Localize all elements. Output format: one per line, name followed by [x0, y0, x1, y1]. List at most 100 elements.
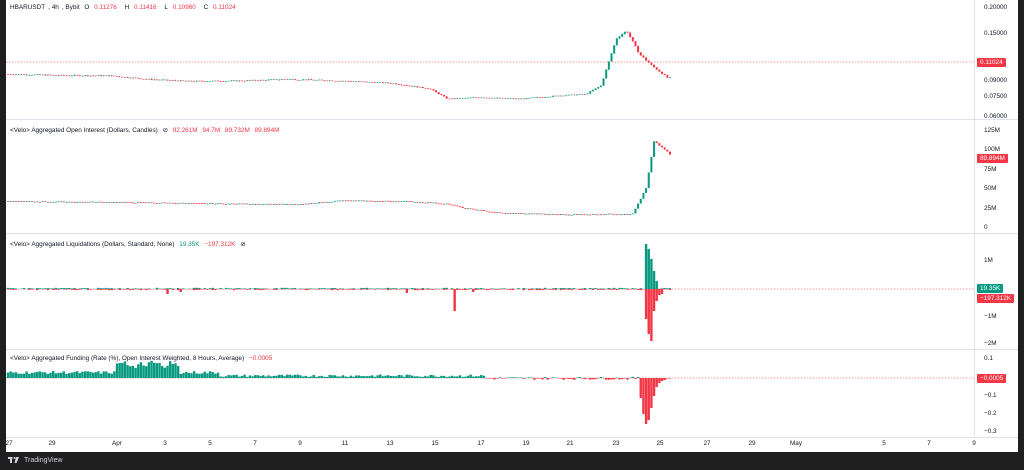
price-candle	[552, 95, 555, 97]
price-candle	[368, 81, 371, 83]
price-candle	[38, 74, 41, 75]
oi-candle	[506, 212, 509, 214]
price-candle	[501, 97, 504, 99]
price-candle	[20, 74, 23, 75]
liq-long-bar	[107, 288, 111, 289]
oi-candle	[331, 201, 334, 203]
oi-candle	[153, 202, 156, 204]
pane-separator[interactable]	[6, 233, 1018, 234]
oi-candle	[498, 212, 501, 214]
liq-long-bar	[474, 288, 478, 289]
funding-bar	[562, 378, 565, 380]
liq-long-bar	[477, 288, 480, 289]
liq-long-bar	[464, 288, 467, 289]
oi-candle	[653, 141, 656, 157]
funding-bar	[9, 371, 12, 378]
oi-candle	[363, 200, 366, 202]
funding-bar	[262, 375, 265, 378]
liq-short-bar	[464, 289, 467, 291]
funding-bar	[626, 378, 629, 380]
liq-short-bar	[12, 289, 15, 290]
oi-candle	[230, 203, 233, 205]
funding-bar	[573, 378, 576, 380]
chart-frame[interactable]: HBARUSDT, 4h, Bybit O 0.11276 H 0.11416 …	[5, 0, 1018, 452]
funding-bar	[501, 378, 504, 379]
funding-bar	[509, 377, 512, 378]
oi-candle	[408, 201, 411, 202]
liq-short-bar	[14, 289, 18, 290]
liq-short-bar	[562, 289, 565, 290]
funding-bar	[195, 373, 198, 378]
liq-short-bar	[73, 289, 76, 291]
price-pane[interactable]	[6, 0, 974, 119]
price-candle	[256, 80, 259, 82]
funding-bar	[581, 378, 584, 379]
liq-short-bar	[315, 289, 318, 290]
liq-short-bar	[612, 289, 616, 290]
liq-short-bar	[591, 289, 595, 290]
oi-candle	[373, 201, 376, 203]
oi-candle	[591, 213, 594, 215]
price-candle	[304, 79, 307, 81]
liq-long-bar	[323, 288, 326, 289]
liq-short-bar	[357, 289, 361, 290]
price-candle	[578, 94, 581, 95]
price-candle	[302, 79, 305, 81]
oi-candle	[528, 213, 531, 215]
liq-short-bar	[652, 289, 656, 311]
time-tick: 9	[972, 440, 976, 447]
oi-candle	[147, 202, 150, 204]
liq-short-bar	[246, 289, 249, 290]
liq-short-bar	[599, 289, 603, 290]
funding-bar	[280, 374, 284, 378]
price-candle	[453, 98, 456, 99]
liq-long-bar	[208, 288, 212, 289]
liq-long-bar	[567, 288, 571, 289]
liquidations-pane[interactable]	[6, 233, 974, 349]
liq-short-bar	[647, 289, 650, 334]
liq-long-bar	[405, 288, 408, 289]
liq-short-bar	[214, 289, 217, 291]
funding-bar	[46, 373, 50, 378]
liq-long-bar	[198, 287, 201, 289]
oi-candle	[30, 201, 33, 202]
liq-long-bar	[583, 288, 587, 289]
price-candle	[78, 75, 81, 77]
price-candle	[179, 80, 182, 82]
oi-candle	[78, 201, 81, 203]
liq-short-bar	[450, 289, 454, 290]
price-candle	[169, 80, 172, 81]
oi-candle	[334, 200, 337, 202]
price-candle	[419, 86, 422, 88]
liq-short-bar	[639, 289, 642, 291]
funding-bar	[206, 373, 209, 378]
liq-long-bar	[102, 288, 105, 289]
price-candle	[525, 97, 528, 99]
liq-long-bar	[62, 288, 66, 289]
pane-separator[interactable]	[6, 119, 1018, 120]
liq-long-bar	[442, 287, 446, 289]
open-interest-pane[interactable]	[6, 119, 974, 233]
time-tick: 23	[612, 440, 620, 447]
funding-pane[interactable]	[6, 349, 974, 437]
funding-bar	[437, 376, 440, 378]
liq-short-bar	[166, 289, 169, 294]
funding-bar	[296, 374, 299, 378]
liq-long-bar	[650, 259, 653, 289]
liq-long-bar	[36, 288, 39, 289]
funding-bar	[442, 375, 446, 378]
oi-candle	[123, 201, 126, 203]
funding-bar	[200, 373, 204, 378]
funding-bar	[466, 375, 470, 378]
tradingview-footer[interactable]: TradingView	[8, 456, 63, 464]
oi-candle	[81, 201, 84, 203]
price-candle	[187, 80, 190, 82]
price-candle	[105, 75, 108, 76]
liq-long-bar	[224, 287, 228, 289]
funding-bar	[131, 365, 135, 378]
oi-candle	[46, 201, 49, 203]
pane-separator[interactable]	[6, 349, 1018, 350]
price-candle	[142, 79, 145, 80]
oi-candle	[458, 206, 461, 208]
liq-short-bar	[105, 289, 108, 290]
